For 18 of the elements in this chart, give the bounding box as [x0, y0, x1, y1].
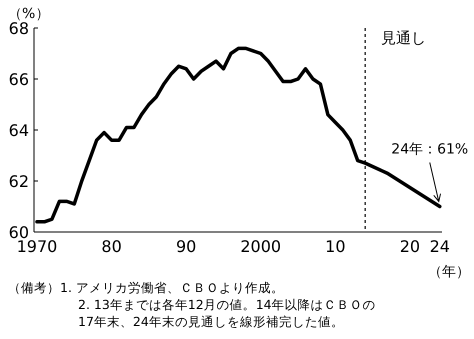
ref-line-label: 見通し: [381, 29, 426, 47]
y-tick-label: 68: [8, 19, 29, 38]
text: 17年末、24年末の見通しを線形補完した値。: [78, 314, 344, 329]
x-tick-label: 2000: [240, 237, 282, 256]
x-tick-label: 20: [400, 237, 420, 256]
y-tick-label: 66: [8, 70, 29, 89]
annotation: 24年：61%: [391, 142, 468, 158]
y-tick-label: 64: [8, 121, 29, 140]
x-tick-label: 90: [176, 237, 196, 256]
y-axis-title: （%）: [8, 6, 50, 22]
x-tick-label: 80: [101, 237, 122, 256]
x-axis-title: （年）: [428, 264, 470, 280]
x-tick-label: 10: [325, 237, 346, 256]
text: （備考）1. アメリカ労働省、ＣＢＯより作成。: [8, 280, 284, 295]
x-tick-label: 24: [430, 237, 450, 256]
y-tick-label: 62: [8, 172, 29, 191]
x-tick-label: 1970: [16, 237, 58, 256]
text: 2. 13年までは各年12月の値。14年以降はＣＢＯの: [78, 297, 376, 312]
